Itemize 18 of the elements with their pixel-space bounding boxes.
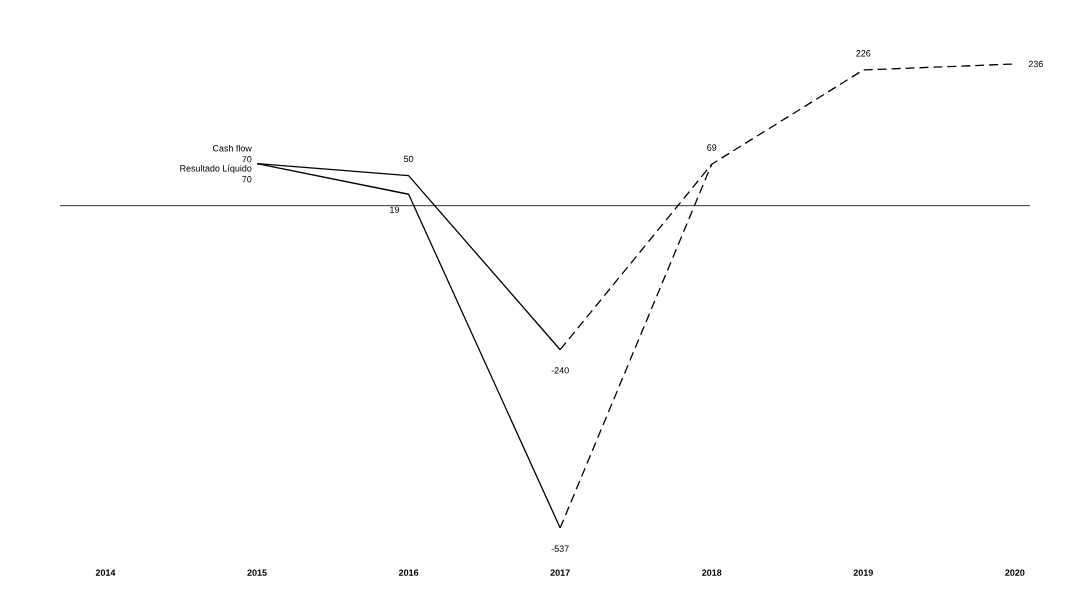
data-label: 70: [242, 156, 252, 163]
data-label: 236: [1028, 60, 1043, 68]
x-tick-label: 2020: [1005, 569, 1025, 576]
data-label: 70: [242, 176, 252, 183]
series-label: Cash flow: [212, 144, 252, 152]
data-label: 226: [856, 50, 871, 57]
x-tick-label: 2017: [550, 569, 570, 576]
data-label: 50: [403, 155, 414, 163]
x-tick-label: 2015: [247, 569, 267, 576]
x-tick-label: 2014: [95, 569, 116, 576]
x-tick-label: 2016: [398, 569, 419, 576]
data-label: 19: [390, 206, 399, 213]
data-label: -537: [551, 545, 569, 552]
series-label: Resultado Líquido: [180, 164, 252, 174]
x-tick-label: 2018: [702, 569, 722, 576]
x-tick-label: 2019: [853, 569, 873, 576]
data-label: -240: [551, 367, 569, 374]
data-label: 69: [707, 144, 717, 151]
